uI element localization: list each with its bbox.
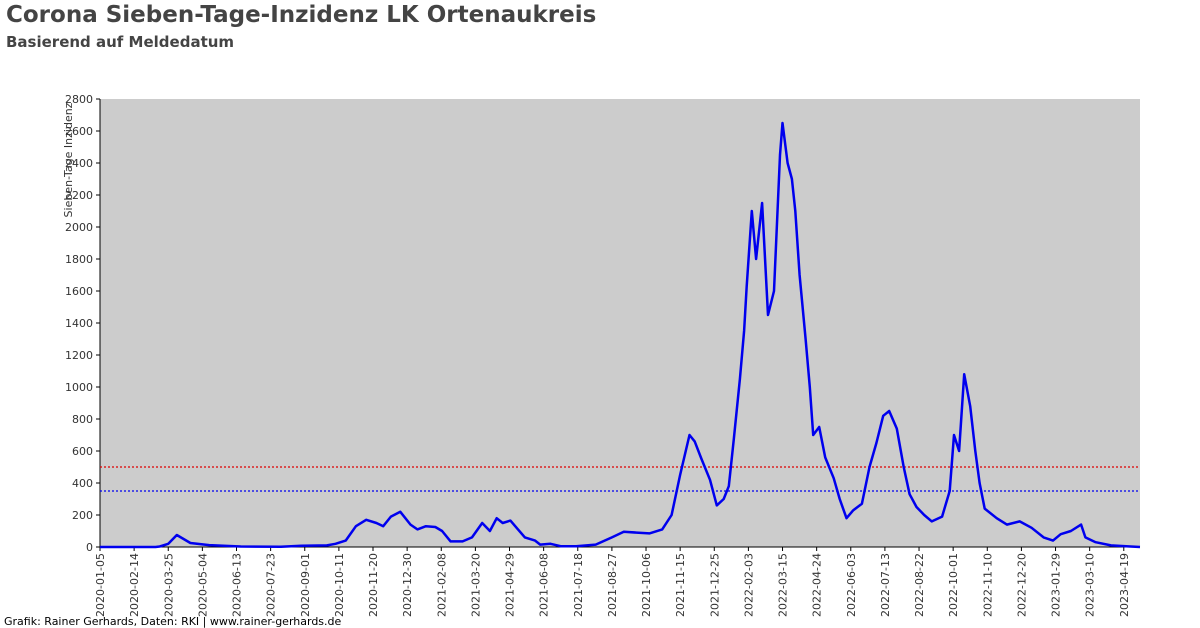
x-tick-label: 2022-03-15 — [777, 553, 790, 617]
y-tick-label: 1800 — [65, 253, 93, 266]
x-tick-label: 2020-06-13 — [231, 553, 244, 617]
x-tick-label: 2021-07-18 — [572, 553, 585, 617]
y-tick-label: 1000 — [65, 381, 93, 394]
chart-title: Corona Sieben-Tage-Inzidenz LK Ortenaukr… — [6, 2, 596, 28]
x-tick-label: 2022-07-13 — [879, 553, 892, 617]
x-tick-label: 2021-03-20 — [469, 553, 482, 617]
x-tick-label: 2021-02-08 — [435, 553, 448, 617]
y-tick-label: 600 — [72, 445, 93, 458]
x-tick-label: 2020-12-30 — [401, 553, 414, 617]
x-tick-label: 2021-11-15 — [674, 553, 687, 617]
y-tick-label: 1400 — [65, 317, 93, 330]
x-tick-label: 2022-11-10 — [981, 553, 994, 617]
y-tick-label: 800 — [72, 413, 93, 426]
y-tick-label: 2600 — [65, 125, 93, 138]
y-tick-label: 2800 — [65, 93, 93, 106]
x-tick-label: 2022-12-20 — [1015, 553, 1028, 617]
y-tick-label: 400 — [72, 477, 93, 490]
x-tick-label: 2023-01-29 — [1050, 553, 1063, 617]
y-axis-label: Sieben-Tage Inzidenz — [62, 102, 75, 217]
footer: Grafik: Rainer Gerhards, Daten: RKI | ww… — [4, 615, 342, 628]
x-tick-label: 2020-03-25 — [162, 553, 175, 617]
y-tick-label: 2000 — [65, 221, 93, 234]
x-tick-label: 2022-06-03 — [845, 553, 858, 617]
y-tick-label: 0 — [86, 541, 93, 554]
x-tick-label: 2022-08-22 — [913, 553, 926, 617]
x-tick-label: 2021-10-06 — [640, 553, 653, 617]
x-tick-label: 2020-05-04 — [196, 553, 209, 617]
x-tick-label: 2023-04-19 — [1118, 553, 1131, 617]
x-tick-label: 2022-04-24 — [811, 553, 824, 617]
x-tick-label: 2020-02-14 — [128, 553, 141, 617]
x-tick-label: 2021-04-29 — [504, 553, 517, 617]
x-tick-label: 2021-12-25 — [708, 553, 721, 617]
line-series — [100, 121, 1141, 549]
x-tick-label: 2020-09-01 — [299, 553, 312, 617]
x-tick-label: 2021-08-27 — [606, 553, 619, 617]
y-tick-label: 2400 — [65, 157, 93, 170]
y-tick-label: 1200 — [65, 349, 93, 362]
y-tick-label: 200 — [72, 509, 93, 522]
x-tick-label: 2022-02-03 — [742, 553, 755, 617]
x-tick-label: 2020-11-20 — [367, 553, 380, 617]
y-tick-label: 2200 — [65, 189, 93, 202]
x-tick-label: 2021-06-08 — [538, 553, 551, 617]
x-tick-label: 2020-01-05 — [94, 553, 107, 617]
x-tick-label: 2020-10-11 — [333, 553, 346, 617]
x-tick-label: 2023-03-10 — [1084, 553, 1097, 617]
y-tick-label: 1600 — [65, 285, 93, 298]
chart-subtitle: Basierend auf Meldedatum — [6, 33, 234, 51]
x-tick-label: 2020-07-23 — [265, 553, 278, 617]
plot-area — [100, 99, 1140, 547]
x-tick-label: 2022-10-01 — [947, 553, 960, 617]
